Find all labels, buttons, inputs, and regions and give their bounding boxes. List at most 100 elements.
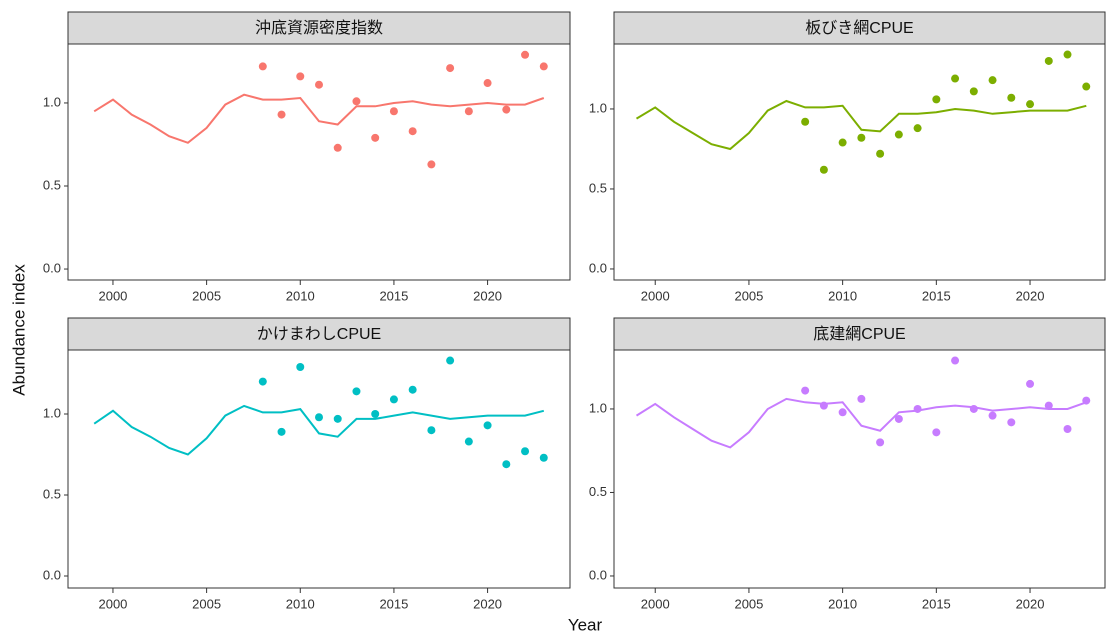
y-tick-label: 0.5 <box>43 177 61 192</box>
y-tick-label: 1.0 <box>43 405 61 420</box>
x-tick-label: 2005 <box>734 596 763 611</box>
x-tick-label: 2000 <box>98 596 127 611</box>
data-point <box>1063 424 1072 433</box>
data-point <box>838 138 847 147</box>
data-point <box>1007 93 1016 102</box>
data-point <box>819 401 828 410</box>
data-point <box>446 356 455 365</box>
data-point <box>464 437 473 446</box>
strip <box>67 317 571 351</box>
data-point <box>857 133 866 142</box>
data-point <box>408 385 417 394</box>
data-point <box>913 124 922 133</box>
x-tick-label: 2000 <box>98 288 127 303</box>
data-point <box>894 414 903 423</box>
x-tick-label: 2005 <box>192 288 221 303</box>
x-tick-label: 2010 <box>828 288 857 303</box>
data-point <box>502 105 511 114</box>
data-point <box>951 356 960 365</box>
data-point <box>838 408 847 417</box>
data-point <box>352 97 361 106</box>
x-tick-label: 2015 <box>379 288 408 303</box>
y-tick-label: 1.0 <box>589 400 607 415</box>
x-tick-label: 2015 <box>922 596 951 611</box>
x-tick-label: 2005 <box>734 288 763 303</box>
plot-area <box>67 43 571 281</box>
data-point <box>277 110 286 119</box>
data-point <box>258 62 267 71</box>
data-point <box>969 404 978 413</box>
y-tick-label: 0.5 <box>43 486 61 501</box>
plot-area <box>67 349 571 589</box>
data-point <box>258 377 267 386</box>
data-point <box>502 460 511 469</box>
data-point <box>1063 50 1072 59</box>
y-tick-label: 0.5 <box>589 484 607 499</box>
data-point <box>521 50 530 59</box>
trend-line <box>93 404 545 456</box>
x-tick-label: 2000 <box>641 596 670 611</box>
trend-line <box>93 93 545 144</box>
x-tick-label: 2020 <box>473 288 502 303</box>
x-tick-label: 2010 <box>828 596 857 611</box>
data-point <box>483 79 492 88</box>
data-point <box>464 107 473 116</box>
y-tick-label: 0.5 <box>589 180 607 195</box>
data-point <box>427 160 436 169</box>
data-point <box>951 74 960 83</box>
data-point <box>1026 100 1035 109</box>
y-tick-label: 1.0 <box>589 100 607 115</box>
data-point <box>296 363 305 372</box>
plot-area <box>613 43 1106 281</box>
y-tick-label: 0.0 <box>589 567 607 582</box>
x-tick-label: 2015 <box>379 596 408 611</box>
trend-line <box>635 99 1087 151</box>
panel-title: かけまわしCPUE <box>257 325 381 343</box>
data-point <box>446 64 455 73</box>
data-point <box>333 414 342 423</box>
data-point <box>801 117 810 126</box>
data-point <box>913 404 922 413</box>
data-point <box>315 80 323 89</box>
data-point <box>315 413 323 422</box>
data-point <box>371 133 380 142</box>
data-point <box>277 427 286 436</box>
data-point <box>389 107 398 116</box>
x-tick-label: 2015 <box>922 288 951 303</box>
x-tick-label: 2020 <box>1016 288 1045 303</box>
data-point <box>857 394 866 403</box>
data-point <box>801 386 810 395</box>
data-point <box>988 411 997 420</box>
data-point <box>932 428 941 437</box>
data-point <box>876 438 885 447</box>
data-point <box>352 387 361 396</box>
data-point <box>969 87 978 96</box>
data-point <box>1082 396 1091 405</box>
data-point <box>539 453 548 462</box>
data-point <box>389 395 398 404</box>
data-point <box>1026 379 1035 388</box>
data-point <box>894 130 903 139</box>
data-point <box>371 409 380 418</box>
x-tick-label: 2000 <box>641 288 670 303</box>
plot-area <box>613 349 1106 589</box>
x-axis-title: Year <box>568 615 603 634</box>
data-point <box>932 95 941 104</box>
data-point <box>333 143 342 152</box>
x-tick-label: 2010 <box>286 288 315 303</box>
data-point <box>1082 82 1091 91</box>
data-point <box>408 127 417 136</box>
trend-line <box>635 397 1087 449</box>
strip <box>613 317 1106 351</box>
data-point <box>988 76 997 85</box>
x-tick-label: 2005 <box>192 596 221 611</box>
data-point <box>1007 418 1016 427</box>
data-point <box>1044 56 1053 65</box>
panel-title: 沖底資源密度指数 <box>255 19 383 37</box>
x-tick-label: 2020 <box>1016 596 1045 611</box>
x-tick-label: 2020 <box>473 596 502 611</box>
y-tick-label: 1.0 <box>43 94 61 109</box>
data-point <box>819 165 828 174</box>
y-tick-label: 0.0 <box>589 260 607 275</box>
